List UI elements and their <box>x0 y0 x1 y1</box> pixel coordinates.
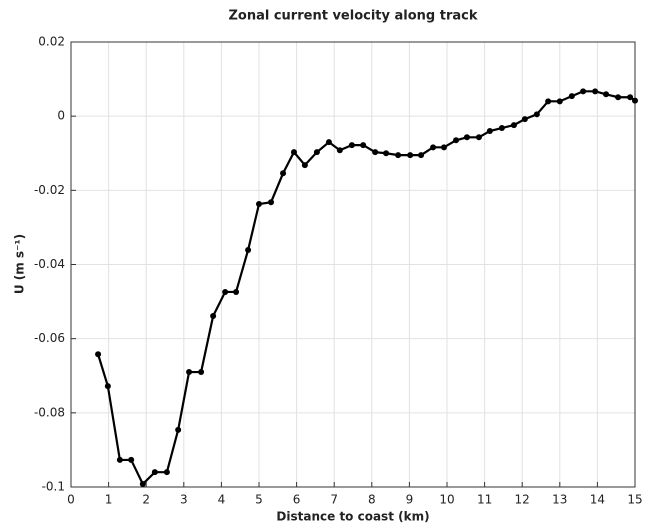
data-point <box>440 144 447 151</box>
y-axis-label: U (m s⁻¹) <box>13 234 27 294</box>
data-point <box>210 313 217 320</box>
data-point <box>556 98 563 105</box>
data-point <box>580 88 587 95</box>
data-point <box>475 134 482 141</box>
data-point <box>372 149 379 156</box>
data-point <box>198 369 205 376</box>
data-point <box>245 247 252 254</box>
data-point <box>256 201 262 208</box>
y-tick-label: -0.04 <box>34 257 65 271</box>
y-tick-label: 0.02 <box>38 35 65 49</box>
x-tick-label: 15 <box>627 493 642 507</box>
y-tick-label: -0.1 <box>42 480 65 494</box>
x-tick-label: 11 <box>477 493 492 507</box>
data-point <box>486 128 493 134</box>
x-tick-label: 0 <box>67 493 75 507</box>
data-point <box>521 116 528 123</box>
data-point <box>498 125 505 132</box>
data-point <box>301 162 308 169</box>
data-point <box>453 137 460 144</box>
x-tick-label: 10 <box>439 493 454 507</box>
data-point <box>186 369 193 376</box>
data-point <box>325 139 332 146</box>
y-tick-label: -0.02 <box>34 183 65 197</box>
data-point <box>313 149 320 156</box>
data-point <box>545 98 552 105</box>
data-point <box>336 147 343 154</box>
x-tick-label: 12 <box>515 493 530 507</box>
data-point <box>128 456 135 463</box>
x-tick-label: 2 <box>142 493 150 507</box>
data-point <box>360 142 367 149</box>
data-point <box>104 383 111 390</box>
data-point <box>139 481 146 488</box>
data-point <box>116 456 123 463</box>
data-point <box>233 288 240 295</box>
x-tick-label: 7 <box>330 493 338 507</box>
data-point <box>175 426 182 433</box>
x-tick-label: 5 <box>255 493 263 507</box>
y-tick-label: -0.06 <box>34 331 65 345</box>
data-point <box>163 469 170 476</box>
data-point <box>632 97 638 104</box>
x-tick-label: 3 <box>180 493 188 507</box>
data-point <box>290 149 297 156</box>
data-point <box>430 144 437 151</box>
data-point <box>463 134 470 141</box>
y-tick-label: 0 <box>57 109 65 123</box>
x-tick-label: 9 <box>406 493 414 507</box>
data-point <box>268 199 275 206</box>
x-tick-label: 13 <box>552 493 567 507</box>
data-point <box>533 111 540 118</box>
data-point <box>222 288 229 295</box>
data-point <box>592 88 599 95</box>
data-point <box>510 122 517 129</box>
y-tick-label: -0.08 <box>34 405 65 419</box>
plot-frame <box>70 41 636 488</box>
x-tick-label: 6 <box>293 493 301 507</box>
data-point <box>280 170 287 177</box>
x-axis-label: Distance to coast (km) <box>276 510 429 524</box>
data-point <box>615 94 622 101</box>
data-point <box>568 93 575 100</box>
data-point <box>407 152 414 159</box>
data-point <box>418 152 425 159</box>
data-point <box>348 142 355 149</box>
data-point <box>151 469 158 476</box>
data-point <box>383 150 390 157</box>
data-point <box>95 351 102 358</box>
data-point <box>627 94 634 101</box>
x-tick-label: 4 <box>218 493 226 507</box>
data-point <box>603 91 610 98</box>
x-tick-label: 1 <box>105 493 113 507</box>
x-tick-label: 14 <box>590 493 605 507</box>
chart-title: Zonal current velocity along track <box>228 9 477 24</box>
data-point <box>395 152 402 159</box>
x-tick-label: 8 <box>368 493 376 507</box>
